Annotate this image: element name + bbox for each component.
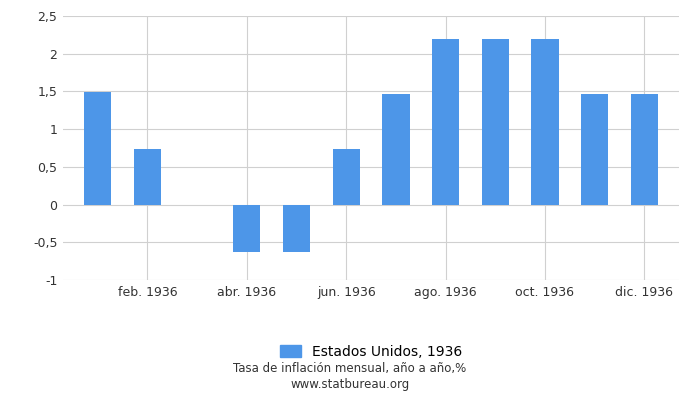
Bar: [332, 149, 360, 204]
Legend: Estados Unidos, 1936: Estados Unidos, 1936: [280, 345, 462, 359]
Bar: [134, 149, 161, 204]
Bar: [482, 39, 509, 204]
Text: Tasa de inflación mensual, año a año,%: Tasa de inflación mensual, año a año,%: [233, 362, 467, 375]
Bar: [382, 94, 410, 204]
Text: www.statbureau.org: www.statbureau.org: [290, 378, 410, 391]
Bar: [283, 204, 310, 252]
Bar: [233, 204, 260, 252]
Bar: [84, 92, 111, 204]
Bar: [531, 39, 559, 204]
Bar: [432, 39, 459, 204]
Bar: [581, 94, 608, 204]
Bar: [631, 94, 658, 204]
